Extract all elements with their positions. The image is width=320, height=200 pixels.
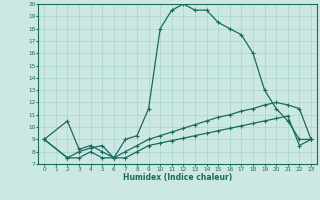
- X-axis label: Humidex (Indice chaleur): Humidex (Indice chaleur): [123, 173, 232, 182]
